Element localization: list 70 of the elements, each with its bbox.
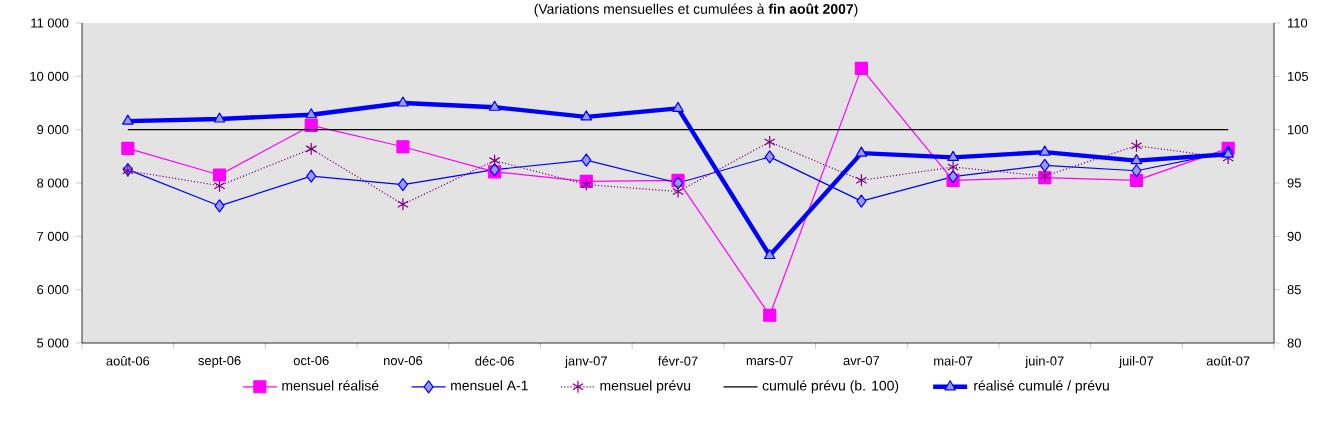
point bbox=[580, 110, 593, 121]
y-tick-label: 11 000 bbox=[31, 18, 69, 28]
point bbox=[672, 184, 684, 199]
y2-tick-label: 95 bbox=[1287, 178, 1301, 188]
x-tick-label: févr-07 bbox=[658, 356, 698, 366]
point bbox=[397, 178, 409, 192]
point bbox=[121, 141, 135, 155]
point bbox=[855, 146, 868, 157]
point bbox=[1130, 139, 1143, 153]
point bbox=[764, 150, 775, 164]
y-tick-label: 9 000 bbox=[37, 125, 69, 135]
point bbox=[1129, 173, 1144, 187]
point bbox=[672, 101, 684, 112]
y2-tick-label: 85 bbox=[1287, 285, 1301, 295]
point bbox=[855, 173, 868, 187]
x-tick-label: sept-06 bbox=[198, 356, 241, 368]
point bbox=[1130, 154, 1143, 165]
point bbox=[947, 160, 959, 174]
point bbox=[122, 114, 134, 125]
point bbox=[396, 140, 410, 154]
y2-tick-label: 90 bbox=[1287, 231, 1301, 241]
legend-label: mensuel A-1 bbox=[451, 380, 528, 391]
point bbox=[397, 96, 409, 107]
x-tick-label: juil-07 bbox=[1118, 356, 1154, 369]
legend-label: mensuel prévu bbox=[600, 380, 691, 394]
point bbox=[305, 108, 318, 119]
x-tick-label: juin-07 bbox=[1025, 356, 1064, 369]
y2-tick-label: 110 bbox=[1288, 18, 1308, 28]
point bbox=[306, 169, 317, 183]
legend-label: mensuel réalisé bbox=[282, 380, 379, 391]
x-tick-label: déc-06 bbox=[475, 356, 514, 366]
point bbox=[304, 118, 318, 132]
point bbox=[488, 100, 501, 111]
point bbox=[212, 168, 227, 182]
legend-label: réalisé cumulé / prévu bbox=[974, 380, 1109, 394]
point bbox=[397, 197, 409, 211]
y2-tick-label: 100 bbox=[1288, 125, 1309, 135]
point bbox=[1039, 145, 1051, 156]
point bbox=[214, 199, 225, 213]
y2-tick-label: 105 bbox=[1288, 71, 1309, 81]
y-tick-label: 7 000 bbox=[37, 231, 69, 241]
y-tick-label: 5 000 bbox=[37, 338, 69, 348]
point bbox=[1039, 158, 1050, 172]
point bbox=[213, 112, 226, 123]
point bbox=[763, 248, 776, 260]
point bbox=[947, 150, 959, 161]
point bbox=[763, 308, 777, 322]
y-tick-label: 8 000 bbox=[37, 178, 69, 188]
chart-subtitle: (Variations mensuelles et cumulées à fin août 2007) bbox=[534, 3, 858, 17]
point bbox=[213, 179, 226, 193]
x-tick-label: mai-07 bbox=[934, 356, 973, 366]
point bbox=[1131, 164, 1142, 178]
y2-tick-label: 80 bbox=[1287, 338, 1301, 348]
y-tick-label: 10 000 bbox=[30, 71, 69, 81]
x-tick-label: août-07 bbox=[1206, 356, 1250, 366]
point bbox=[856, 194, 867, 208]
x-tick-label: août-06 bbox=[106, 356, 150, 366]
point bbox=[488, 154, 501, 168]
point bbox=[305, 142, 318, 156]
point bbox=[580, 178, 593, 192]
x-tick-label: oct-06 bbox=[293, 356, 329, 366]
point bbox=[854, 61, 868, 75]
x-tick-label: mars-07 bbox=[746, 356, 793, 366]
x-tick-label: avr-07 bbox=[843, 356, 880, 366]
point bbox=[581, 153, 592, 167]
y-tick-label: 6 000 bbox=[37, 285, 69, 295]
x-tick-label: janv-07 bbox=[564, 356, 607, 369]
point bbox=[763, 135, 776, 149]
x-tick-label: nov-06 bbox=[383, 356, 423, 366]
legend-label: cumulé prévu (b. 100) bbox=[762, 380, 899, 394]
